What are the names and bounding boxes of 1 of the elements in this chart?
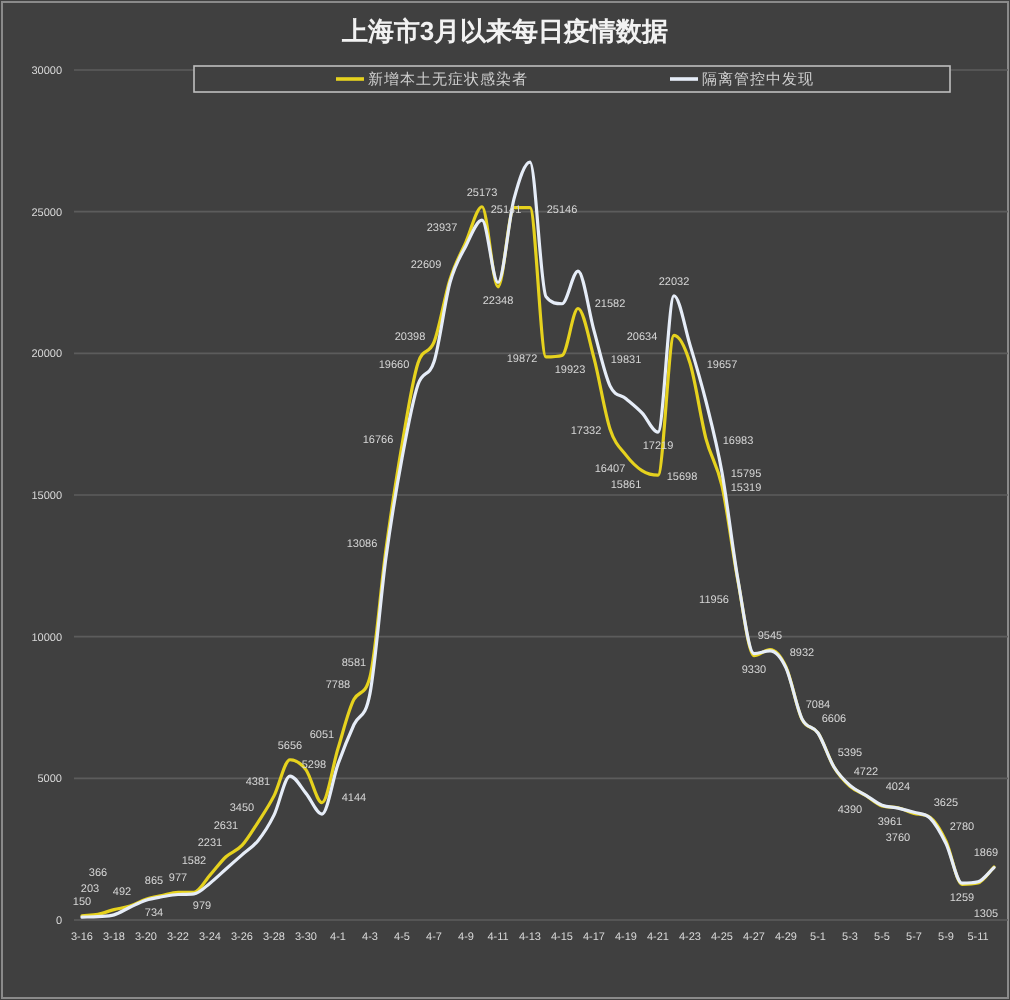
title: 上海市3月以来每日疫情数据 bbox=[341, 16, 669, 46]
